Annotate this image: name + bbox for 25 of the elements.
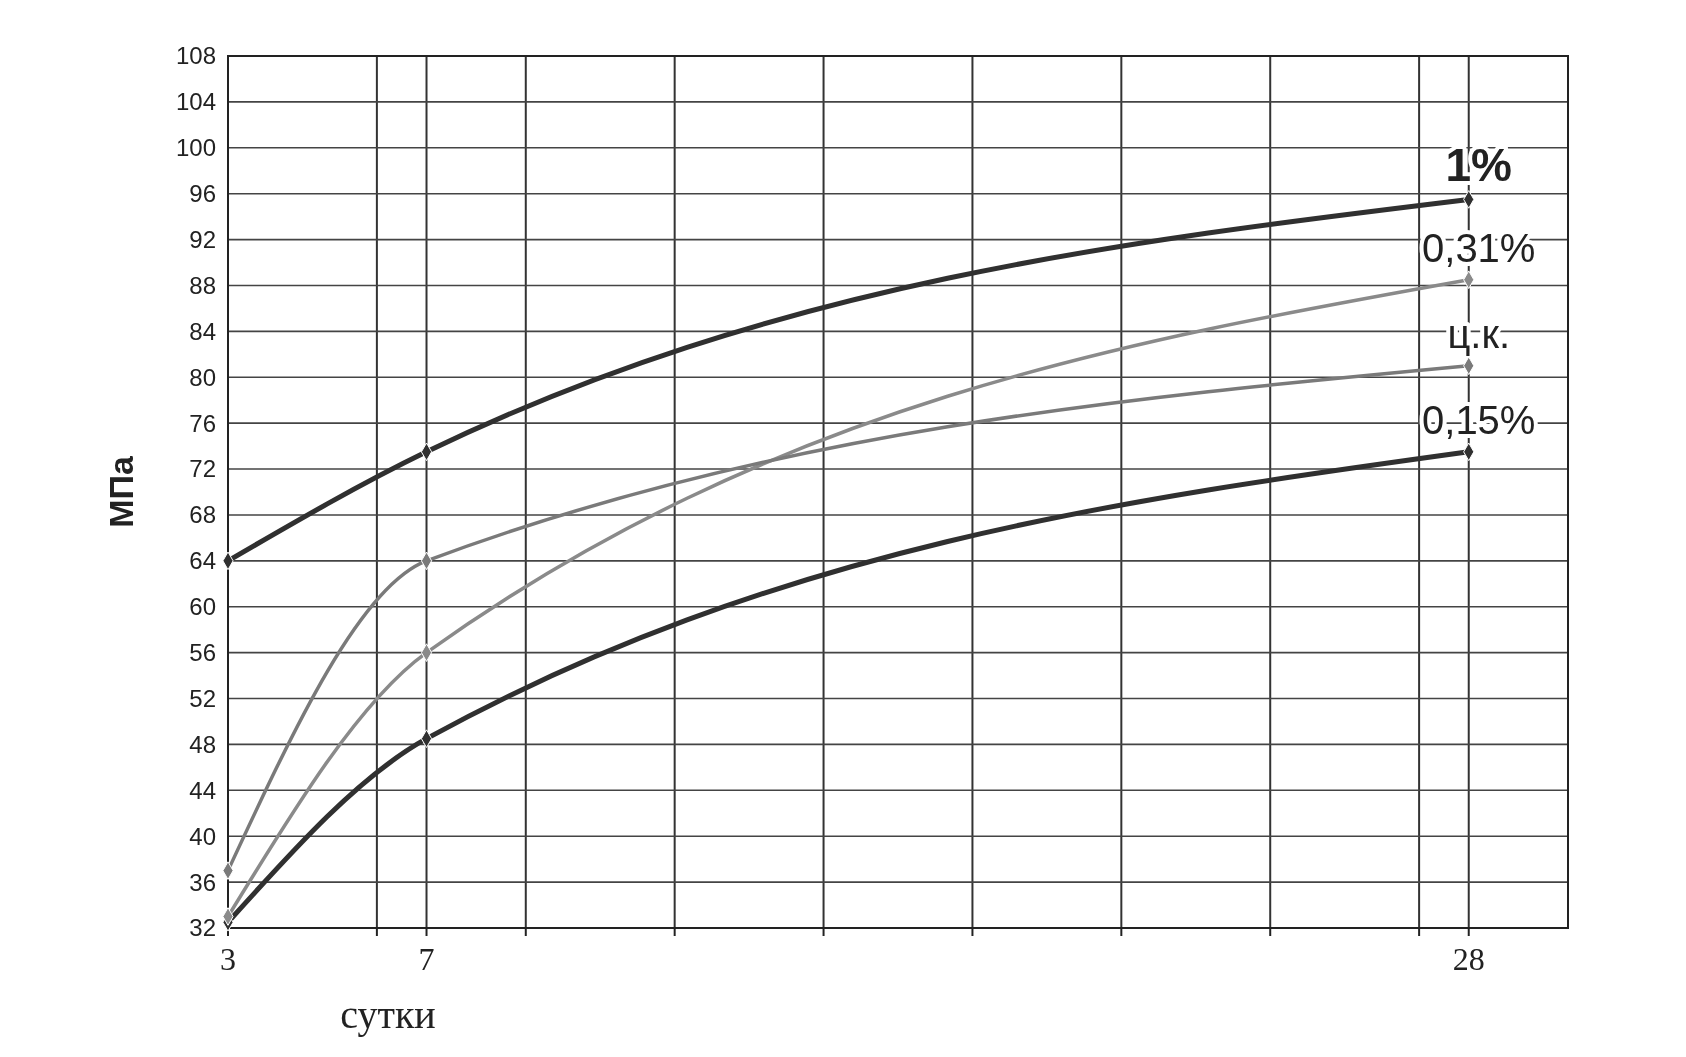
y-tick-label: 72 — [189, 455, 216, 483]
y-tick-label: 84 — [189, 317, 216, 345]
y-tick-label: 32 — [189, 914, 216, 942]
y-tick-label: 108 — [175, 42, 216, 70]
x-axis-title: сутки — [340, 992, 436, 1037]
y-tick-label: 60 — [189, 593, 216, 621]
y-tick-label: 52 — [189, 684, 216, 712]
y-tick-label: 80 — [189, 363, 216, 391]
y-tick-label: 88 — [189, 271, 216, 299]
x-tick-label: 7 — [418, 941, 435, 977]
y-tick-label: 104 — [175, 88, 216, 116]
y-tick-label: 68 — [189, 501, 216, 529]
y-tick-label: 44 — [189, 776, 216, 804]
x-tick-label: 3 — [220, 941, 236, 977]
y-tick-label: 56 — [189, 639, 216, 667]
x-tick-label: 28 — [1452, 941, 1485, 977]
y-tick-label: 64 — [189, 547, 216, 575]
y-tick-label: 48 — [189, 730, 216, 758]
y-tick-label: 92 — [189, 225, 216, 253]
y-tick-label: 40 — [189, 822, 216, 850]
y-axis-title: МПа — [102, 455, 140, 528]
y-tick-label: 96 — [189, 180, 216, 208]
y-tick-label: 36 — [189, 868, 216, 896]
y-tick-label: 100 — [175, 134, 216, 162]
y-tick-label: 76 — [189, 409, 216, 437]
